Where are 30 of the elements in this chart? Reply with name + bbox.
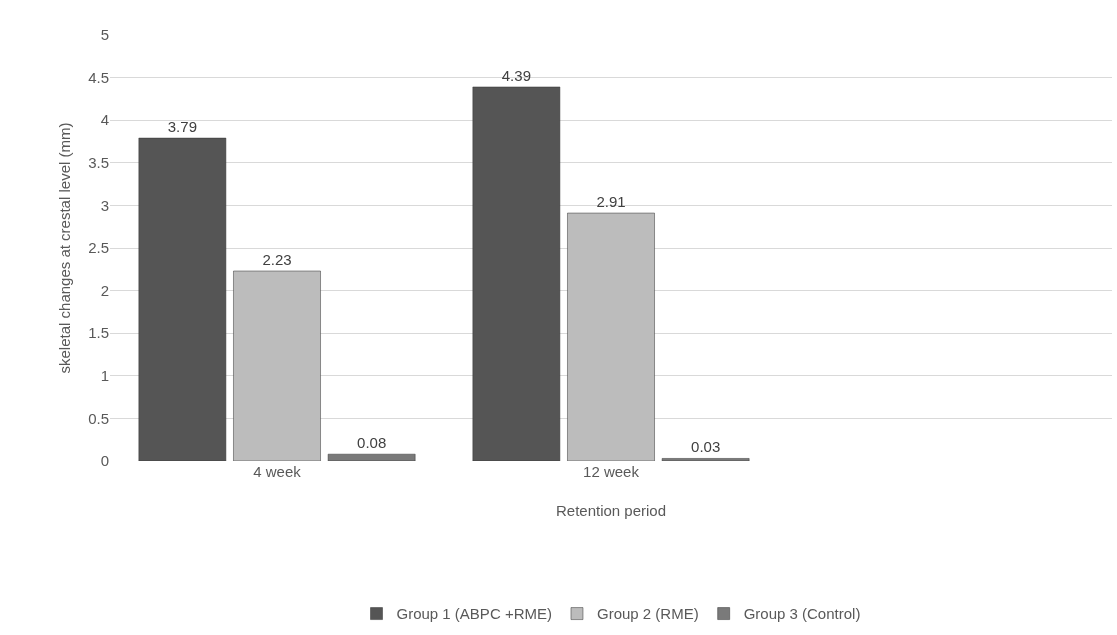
y-tick-label: 1 xyxy=(100,367,109,385)
data-label: 0.03 xyxy=(691,438,721,456)
legend-label: Group 3 (Control) xyxy=(743,605,861,623)
x-tick-label: 4 week xyxy=(253,463,302,480)
y-tick-label: 4.5 xyxy=(88,68,109,86)
x-tick-label: 12 week xyxy=(583,463,640,480)
y-tick-label: 4 xyxy=(100,111,109,129)
data-label: 2.23 xyxy=(262,251,292,268)
legend-label: Group 1 (ABPC +RME) xyxy=(396,605,552,623)
y-axis-title: skeletal changes at crestal level (mm) xyxy=(56,122,73,374)
data-label: 2.91 xyxy=(596,193,626,211)
y-tick-label: 1.5 xyxy=(88,324,109,342)
data-label: 4.39 xyxy=(501,66,531,84)
data-label: 0.08 xyxy=(357,434,387,452)
y-tick-label: 3 xyxy=(100,196,109,214)
x-axis-title: Retention period xyxy=(555,502,667,519)
y-tick-label: 0.5 xyxy=(88,409,109,427)
data-label: 3.79 xyxy=(167,118,197,136)
y-tick-label: 5 xyxy=(100,26,109,44)
y-tick-label: 0 xyxy=(100,452,109,470)
y-tick-label: 2 xyxy=(100,281,109,299)
bar xyxy=(661,458,750,461)
bar xyxy=(472,86,561,461)
bar xyxy=(233,270,321,461)
legend-label: Group 2 (RME) xyxy=(596,605,699,623)
bar xyxy=(567,212,655,461)
bar xyxy=(138,137,227,461)
bar xyxy=(327,453,416,461)
y-tick-label: 3.5 xyxy=(88,154,109,172)
y-tick-label: 2.5 xyxy=(88,239,109,257)
